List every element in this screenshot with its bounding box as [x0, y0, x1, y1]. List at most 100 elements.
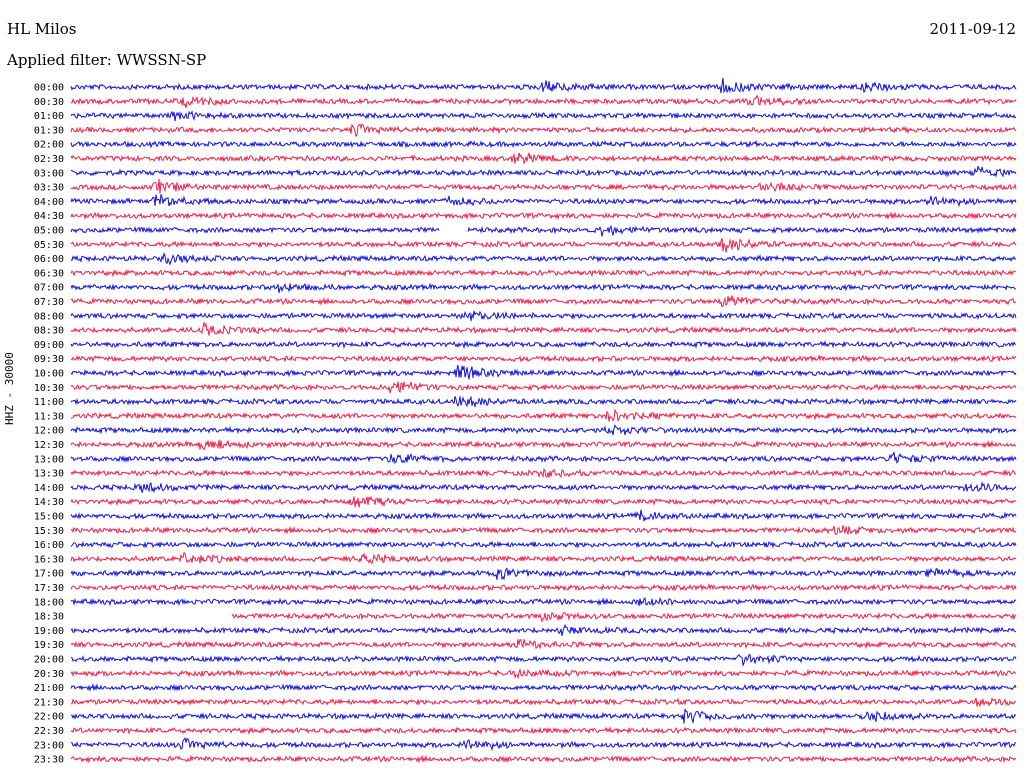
- trace-line: [70, 667, 1017, 680]
- trace-line: [70, 165, 1017, 178]
- time-tick-label: 02:00: [34, 140, 64, 151]
- time-tick-label: 11:00: [34, 397, 64, 408]
- time-tick-label: 17:30: [34, 583, 64, 594]
- time-tick-label: 04:30: [34, 211, 64, 222]
- trace-line: [70, 725, 1017, 736]
- trace-line: [70, 525, 1017, 536]
- time-tick-label: 03:30: [34, 183, 64, 194]
- time-tick-label: 09:00: [34, 340, 64, 351]
- trace-line: [70, 424, 1017, 436]
- trace-line: [70, 94, 1017, 109]
- time-tick-label: 00:30: [34, 97, 64, 108]
- channel-label: HHZ - 30000: [3, 352, 16, 425]
- time-tick-label: 08:30: [34, 326, 64, 337]
- date-label: 2011-09-12: [929, 20, 1016, 38]
- time-tick-label: 02:30: [34, 154, 64, 165]
- time-tick-label: 21:30: [34, 697, 64, 708]
- trace-line: [70, 295, 1017, 308]
- trace-line: [70, 152, 1017, 165]
- time-tick-label: 01:30: [34, 125, 64, 136]
- trace-lines: [70, 77, 1017, 764]
- time-tick-label: 15:00: [34, 512, 64, 523]
- trace-line: [70, 597, 1017, 607]
- trace-line: [70, 540, 1017, 549]
- trace-line: [70, 237, 1017, 253]
- trace-line: [70, 551, 1017, 565]
- trace-line: [70, 654, 1017, 668]
- trace-line: [70, 224, 1017, 237]
- trace-line: [70, 708, 1017, 724]
- trace-line: [70, 339, 1017, 350]
- time-tick-label: 14:00: [34, 483, 64, 494]
- trace-line: [70, 322, 1017, 336]
- trace-line: [70, 480, 1017, 494]
- trace-line: [70, 194, 1017, 208]
- time-tick-label: 13:00: [34, 454, 64, 465]
- trace-line: [70, 737, 1017, 752]
- trace-line: [70, 364, 1017, 380]
- trace-line: [70, 395, 1017, 409]
- time-tick-label: 19:30: [34, 640, 64, 651]
- time-tick-label: 01:00: [34, 111, 64, 122]
- time-tick-label: 06:00: [34, 254, 64, 265]
- trace-line: [70, 408, 1017, 422]
- trace-line: [70, 582, 1017, 592]
- time-tick-label: 11:30: [34, 411, 64, 422]
- trace-line: [70, 451, 1017, 464]
- trace-line: [70, 282, 1017, 294]
- trace-line: [70, 178, 1017, 194]
- trace-line: [70, 439, 1017, 451]
- time-tick-label: 21:00: [34, 683, 64, 694]
- trace-line: [70, 211, 1017, 221]
- time-tick-label: 10:30: [34, 383, 64, 394]
- trace-line: [70, 624, 1017, 636]
- time-tick-label: 15:30: [34, 526, 64, 537]
- trace-line: [70, 354, 1017, 364]
- time-tick-label: 12:00: [34, 426, 64, 437]
- trace-line: [70, 682, 1017, 692]
- time-tick-label: 16:30: [34, 554, 64, 565]
- time-tick-label: 17:00: [34, 569, 64, 580]
- time-tick-label: 18:00: [34, 597, 64, 608]
- time-tick-label: 20:30: [34, 669, 64, 680]
- time-tick-label: 05:30: [34, 240, 64, 251]
- trace-line: [231, 611, 1017, 624]
- time-tick-label: 09:30: [34, 354, 64, 365]
- time-tick-label: 05:00: [34, 226, 64, 237]
- trace-line: [70, 509, 1017, 522]
- trace-line: [70, 268, 1017, 278]
- trace-line: [70, 754, 1017, 764]
- time-tick-label: 12:30: [34, 440, 64, 451]
- trace-line: [70, 310, 1017, 322]
- time-tick-label: 04:00: [34, 197, 64, 208]
- time-tick-label: 13:30: [34, 469, 64, 480]
- time-tick-label: 23:30: [34, 755, 64, 766]
- trace-line: [70, 139, 1017, 149]
- time-tick-label: 06:30: [34, 268, 64, 279]
- trace-line: [70, 110, 1017, 122]
- trace-line: [70, 467, 1017, 479]
- time-tick-label: 20:00: [34, 655, 64, 666]
- trace-line: [70, 567, 1016, 581]
- time-tick-label: 14:30: [34, 497, 64, 508]
- trace-line: [70, 495, 1017, 508]
- filter-label: Applied filter: WWSSN-SP: [7, 51, 207, 69]
- time-tick-label: 19:00: [34, 626, 64, 637]
- time-tick-label: 00:00: [34, 83, 64, 94]
- station-title: HL Milos: [7, 20, 77, 38]
- time-tick-label: 22:30: [34, 726, 64, 737]
- trace-line: [70, 381, 1017, 394]
- time-tick-label: 07:30: [34, 297, 64, 308]
- time-tick-label: 03:00: [34, 168, 64, 179]
- time-tick-label: 18:30: [34, 612, 64, 623]
- time-tick-label: 22:00: [34, 712, 64, 723]
- time-tick-labels: 00:00 00:30 01:00 01:30 02:00 02:30 03:00 03:30…: [34, 83, 64, 766]
- trace-line: [70, 639, 1016, 650]
- time-tick-label: 08:00: [34, 311, 64, 322]
- trace-line: [70, 123, 1017, 138]
- time-tick-label: 07:00: [34, 283, 64, 294]
- time-tick-label: 10:00: [34, 369, 64, 380]
- trace-line: [70, 697, 1017, 708]
- trace-line: [70, 251, 1017, 266]
